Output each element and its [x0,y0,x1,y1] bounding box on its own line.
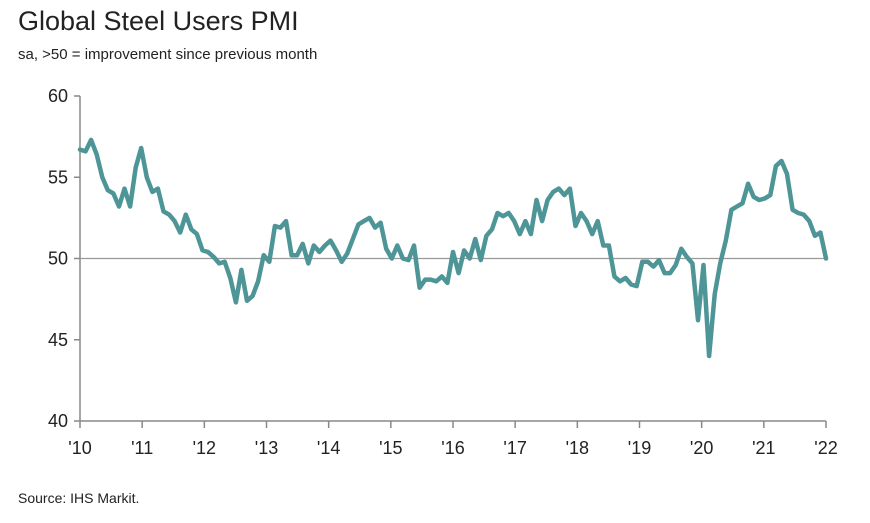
y-tick-label: 60 [48,86,68,106]
chart-title: Global Steel Users PMI [18,6,299,36]
series-group [77,137,829,359]
x-tick-label: '22 [814,438,837,458]
y-tick-label: 45 [48,330,68,350]
x-tick-label: '17 [503,438,526,458]
y-tick-label: 55 [48,167,68,187]
x-tick-label: '18 [566,438,589,458]
y-tick-label: 50 [48,249,68,269]
x-tick-label: '11 [131,438,153,458]
series-line-0 [77,137,829,359]
y-tick-label: 40 [48,411,68,431]
source-note: Source: IHS Markit. [18,490,140,506]
x-tick-label: '20 [690,438,713,458]
y-axis: 40 45 50 55 60 [48,86,81,431]
x-tick-label: '12 [193,438,216,458]
x-tick-label: '19 [628,438,651,458]
x-tick-label: '13 [255,438,278,458]
x-tick-label: '14 [317,438,340,458]
x-axis: '10 '11 '12 '13 '14 '15 '16 '17 '18 '19 '20 '21 '22 [68,420,838,458]
x-tick-label: '10 [68,438,91,458]
chart-subtitle: sa, >50 = improvement since previous mon… [18,46,318,63]
x-tick-label: '21 [752,438,775,458]
x-tick-label: '16 [441,438,464,458]
x-tick-label: '15 [379,438,402,458]
